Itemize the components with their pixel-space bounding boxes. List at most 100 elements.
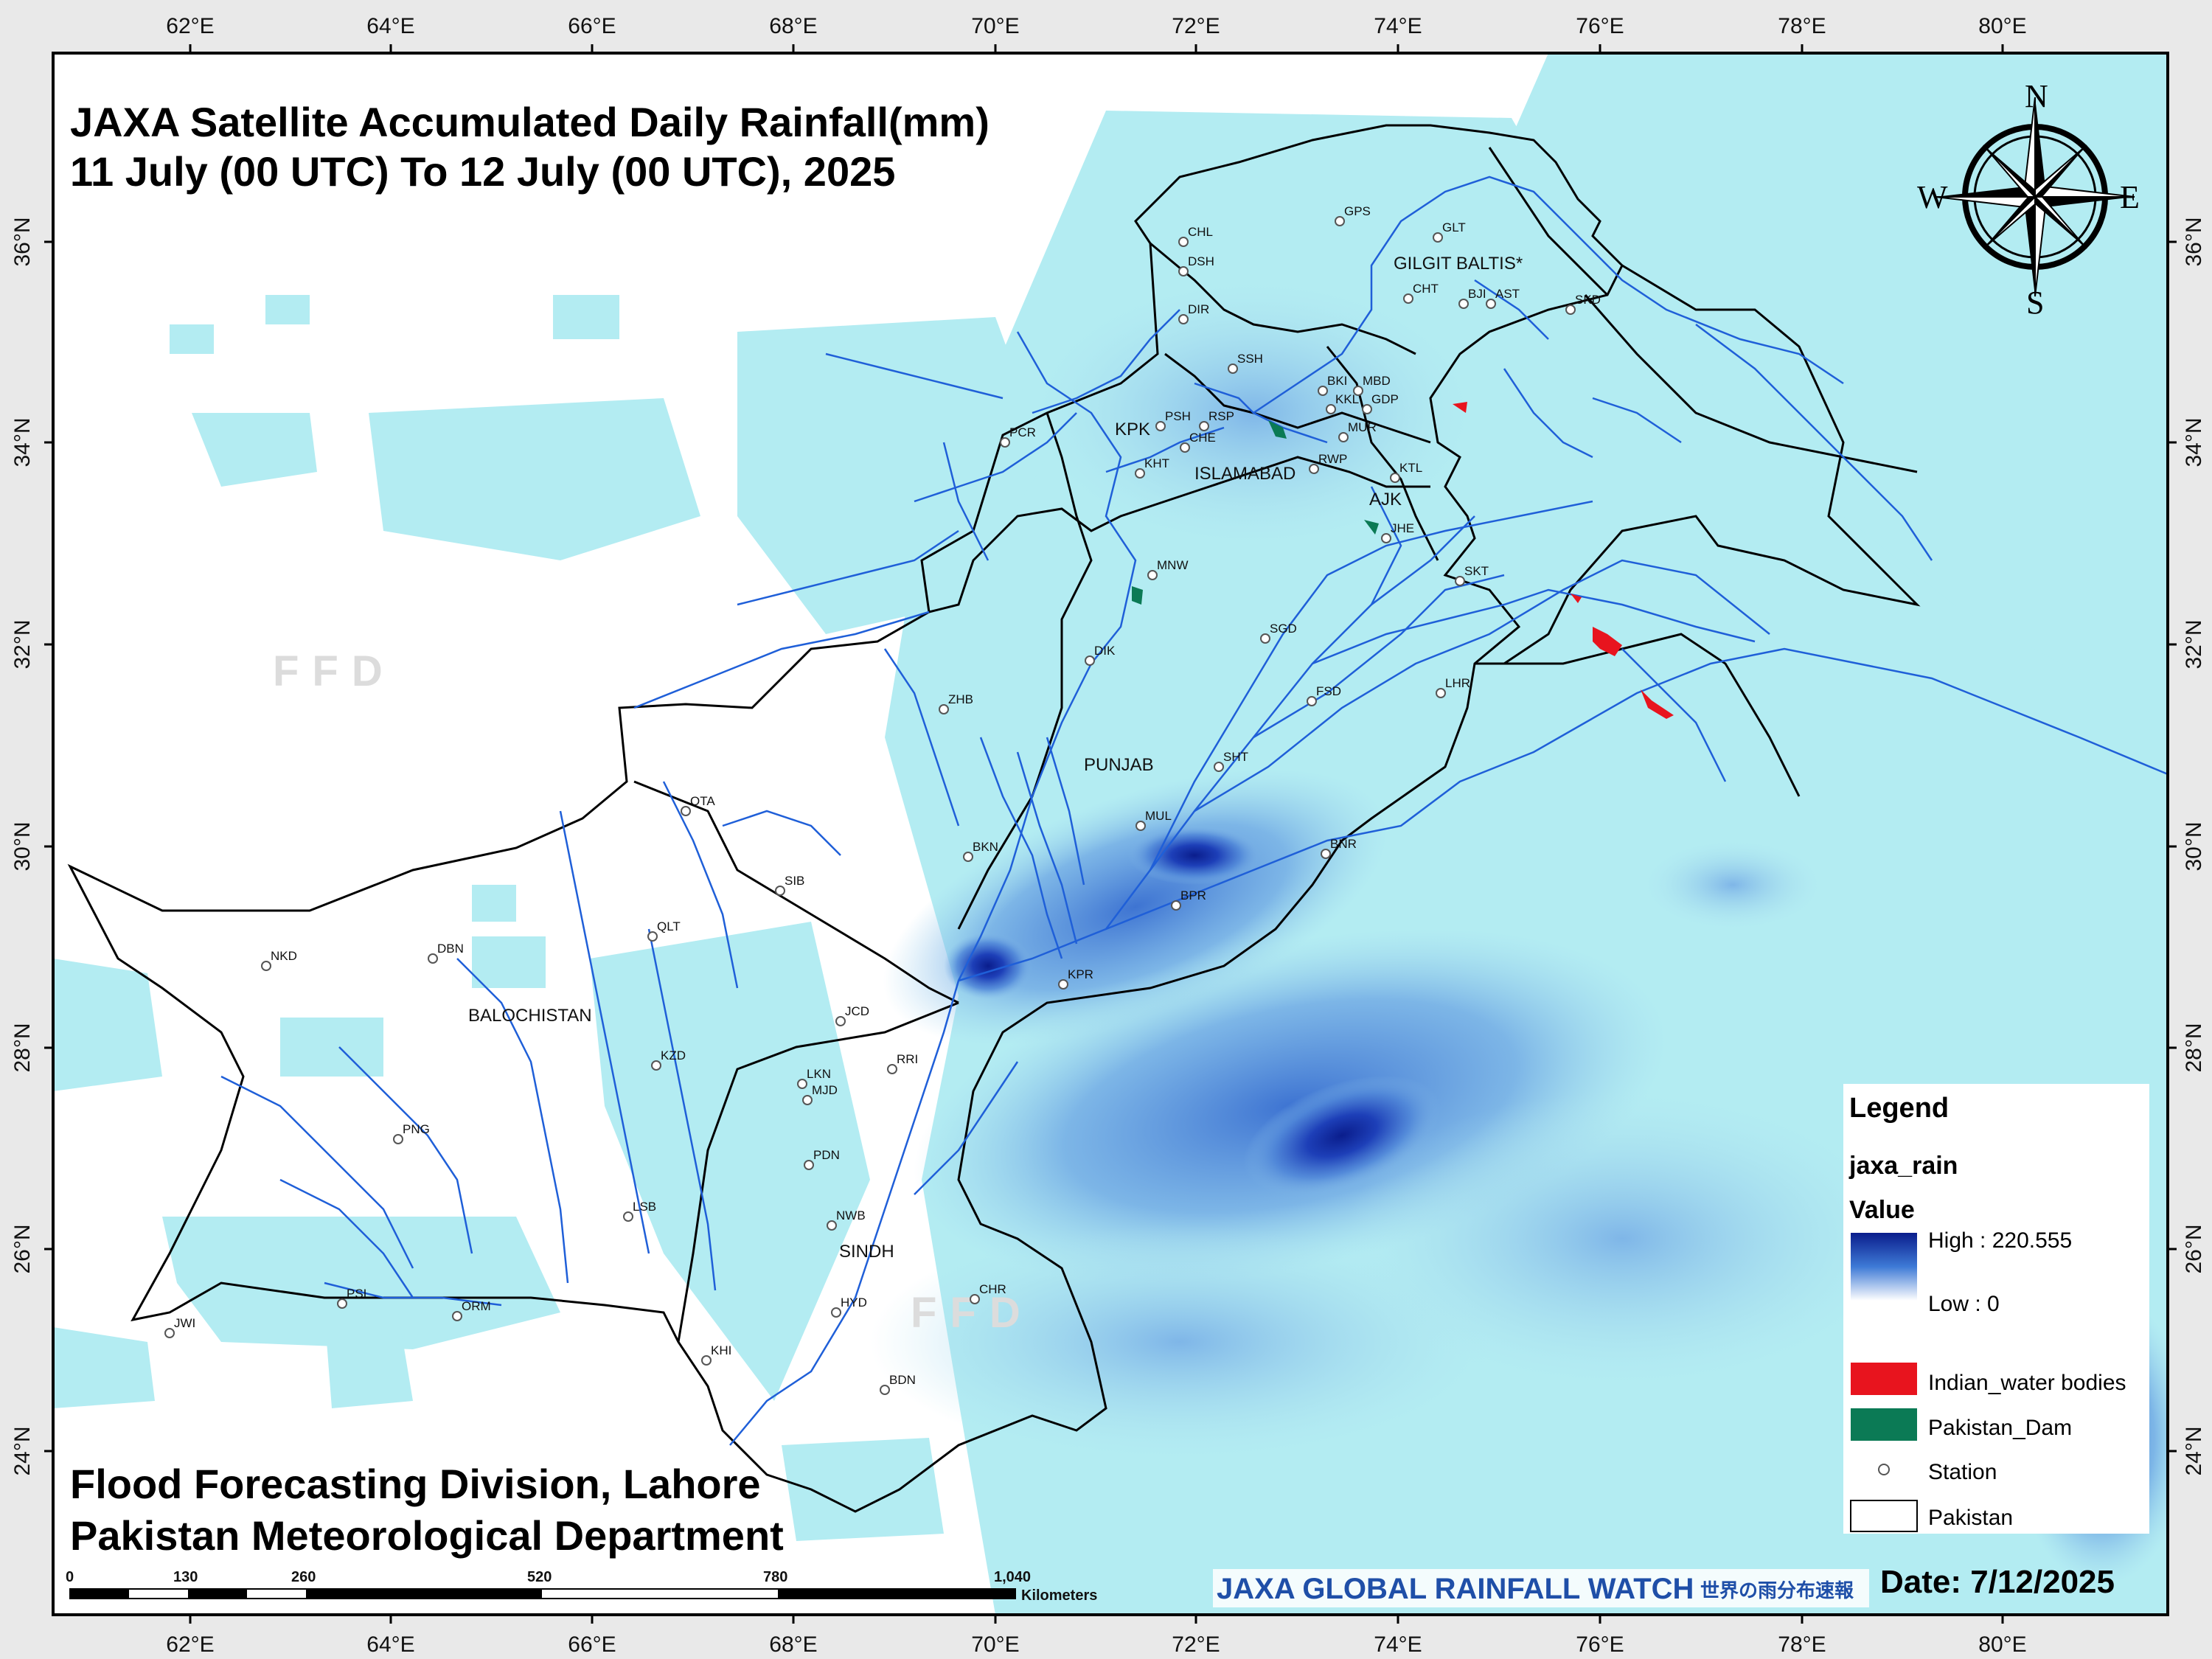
station-label: MJD [812, 1083, 838, 1097]
legend-item-dam: Pakistan_Dam [1928, 1416, 2072, 1440]
station-marker [1318, 386, 1328, 396]
station-label: SKD [1575, 293, 1601, 307]
scale-tick-1040: 1,040 [994, 1569, 1031, 1585]
station-marker [1486, 299, 1496, 309]
legend-title: Legend [1849, 1093, 1949, 1124]
compass-star-icon [1935, 97, 2135, 297]
station-label: FSD [1316, 684, 1341, 698]
lon-label: 66°E [568, 1632, 616, 1657]
station-label: JHE [1391, 521, 1414, 535]
legend-box [1843, 1084, 2149, 1534]
compass-e-label: E [2120, 179, 2140, 215]
station-marker [1135, 468, 1145, 479]
station-marker [701, 1355, 712, 1366]
legend-station-icon [1878, 1464, 1890, 1475]
station-marker [1455, 576, 1465, 586]
lon-label: 76°E [1576, 1632, 1624, 1657]
station-label: SIB [785, 874, 804, 888]
station-label: BPR [1180, 888, 1206, 902]
station-marker [1307, 696, 1317, 706]
lat-label: 36°N [2182, 217, 2206, 266]
station-marker [623, 1211, 633, 1222]
rain-mid-sind [870, 1224, 1489, 1460]
station-label: GDP [1371, 392, 1399, 406]
station-marker [1147, 570, 1158, 580]
lon-label: 74°E [1374, 1632, 1422, 1657]
station-label: JWI [174, 1316, 195, 1330]
graticule-labels: 62°E 62°E 64°E 64°E 66°E 66°E 68°E 68°E 70°E 70°E… [10, 14, 2206, 1657]
station-label: KPR [1068, 967, 1093, 981]
station-marker [1458, 299, 1469, 309]
station-marker [428, 953, 438, 964]
region-labels: GILGIT BALTIS* KPK ISLAMABAD AJK PUNJAB … [468, 254, 1523, 1262]
lon-label: 62°E [166, 1632, 214, 1657]
station-marker [887, 1064, 897, 1074]
station-marker [939, 704, 949, 714]
station-label: BDN [889, 1373, 916, 1387]
legend-color-ramp [1851, 1233, 1917, 1301]
station-marker [1403, 293, 1413, 304]
title-line-2: 11 July (00 UTC) To 12 July (00 UTC), 20… [70, 148, 895, 195]
station-marker [1180, 442, 1190, 453]
station-marker [393, 1134, 403, 1144]
station-marker [651, 1060, 661, 1071]
lat-label: 24°N [2182, 1426, 2206, 1475]
rain-heavy-core [1243, 1075, 1441, 1196]
map-title: JAXA Satellite Accumulated Daily Rainfal… [70, 99, 990, 195]
station-marker [827, 1220, 837, 1231]
lon-label: 66°E [568, 14, 616, 38]
lon-label: 62°E [166, 14, 214, 38]
station-label: BKI [1327, 374, 1347, 388]
rain-mid-east [1342, 1091, 1902, 1386]
station-marker [1338, 432, 1349, 442]
lat-label: 30°N [10, 821, 35, 871]
scale-bar: 0 130 260 520 780 1,040 Kilometers [66, 1569, 1097, 1604]
scale-unit: Kilometers [1021, 1587, 1097, 1604]
station-marker [1436, 688, 1446, 698]
station-label: SHT [1223, 750, 1248, 764]
jaxa-banner-text: JAXA GLOBAL RAINFALL WATCH [1217, 1573, 1694, 1605]
station-label: CHE [1189, 431, 1216, 445]
lon-label: 80°E [1978, 1632, 2026, 1657]
station-label: MNW [1157, 558, 1188, 572]
station-marker [1381, 533, 1391, 543]
station-label: PNG [403, 1122, 430, 1136]
north-arrow-compass: N S E W [1917, 78, 2140, 321]
lat-label: 36°N [10, 217, 35, 266]
date-label: Date: 7/12/2025 [1880, 1564, 2115, 1600]
legend-item-station: Station [1928, 1460, 1997, 1484]
legend-item-indian-water: Indian_water bodies [1928, 1371, 2126, 1395]
scale-tick-520: 520 [527, 1569, 552, 1585]
watermark-ffd: FFD [273, 647, 396, 695]
station-label: JCD [845, 1004, 869, 1018]
station-marker [804, 1160, 814, 1170]
station-label: BJI [1468, 287, 1486, 301]
lat-label: 24°N [10, 1426, 35, 1475]
station-marker [1335, 216, 1345, 226]
station-label: RRI [897, 1052, 918, 1066]
station-label: HYD [841, 1295, 867, 1310]
lat-label: 28°N [10, 1023, 35, 1072]
station-label: LSB [633, 1200, 656, 1214]
scale-tick-780: 780 [763, 1569, 787, 1585]
station-marker [1228, 364, 1238, 374]
region-label-gilgit: GILGIT BALTIS* [1394, 254, 1523, 274]
compass-s-label: S [2026, 285, 2044, 321]
station-label: ORM [462, 1299, 491, 1313]
rain-heavy-kpr [944, 933, 1032, 999]
lat-label: 30°N [2182, 821, 2206, 871]
station-label: RSP [1208, 409, 1234, 423]
station-marker [1178, 266, 1189, 276]
station-label: KZD [661, 1048, 686, 1062]
station-marker [1565, 305, 1576, 315]
station-label: LKN [807, 1067, 831, 1081]
station-marker [337, 1298, 347, 1309]
station-label: PDN [813, 1148, 840, 1162]
legend-item-pakistan: Pakistan [1928, 1506, 2013, 1530]
scale-tick-130: 130 [173, 1569, 198, 1585]
station-label: CHT [1413, 282, 1439, 296]
station-label: BNR [1330, 837, 1357, 851]
station-label: PSI [347, 1287, 366, 1301]
